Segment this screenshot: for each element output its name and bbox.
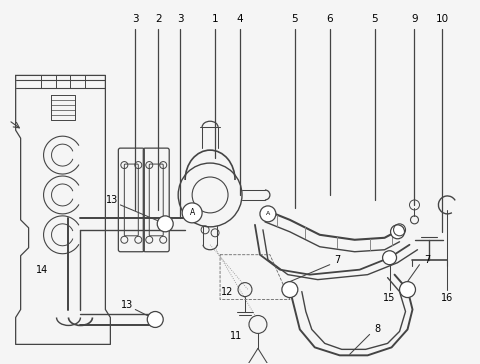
Circle shape <box>383 251 396 265</box>
Text: 13: 13 <box>121 300 133 309</box>
Text: 11: 11 <box>230 331 242 341</box>
Circle shape <box>260 206 276 222</box>
Circle shape <box>147 312 163 328</box>
Text: 3: 3 <box>132 13 139 24</box>
Text: 3: 3 <box>177 13 183 24</box>
Text: 9: 9 <box>411 13 418 24</box>
Text: 1: 1 <box>212 13 218 24</box>
Text: 15: 15 <box>384 293 396 302</box>
Text: 14: 14 <box>36 265 48 275</box>
Text: A: A <box>266 211 270 216</box>
Text: 5: 5 <box>372 13 378 24</box>
Text: 12: 12 <box>221 286 233 297</box>
Text: 7: 7 <box>335 255 341 265</box>
Circle shape <box>399 282 416 297</box>
Text: 5: 5 <box>291 13 298 24</box>
Text: 16: 16 <box>441 293 454 302</box>
Text: 4: 4 <box>237 13 243 24</box>
Circle shape <box>182 203 202 223</box>
Text: 6: 6 <box>326 13 333 24</box>
Circle shape <box>282 282 298 297</box>
Text: 8: 8 <box>374 324 381 335</box>
Text: 10: 10 <box>436 13 449 24</box>
Text: A: A <box>190 208 195 217</box>
Text: 7: 7 <box>424 255 431 265</box>
Circle shape <box>391 225 405 239</box>
Text: 2: 2 <box>155 13 162 24</box>
Circle shape <box>157 216 173 232</box>
Text: 13: 13 <box>106 195 119 205</box>
